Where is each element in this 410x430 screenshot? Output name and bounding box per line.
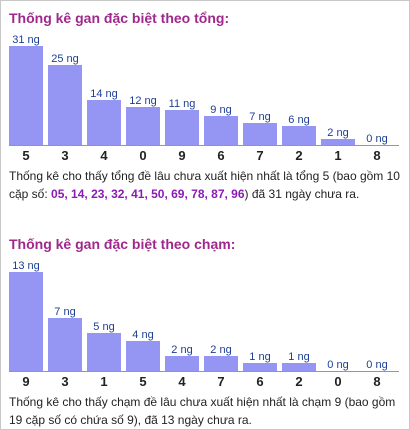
touch-bar bbox=[165, 356, 199, 371]
sum-bar bbox=[165, 110, 199, 145]
sum-bar bbox=[87, 100, 121, 145]
sum-bar bbox=[48, 65, 82, 145]
touch-value-label: 13 ng bbox=[12, 260, 40, 272]
touch-bar bbox=[9, 272, 43, 371]
sum-value-label: 12 ng bbox=[129, 95, 157, 107]
touch-category-label: 3 bbox=[61, 374, 68, 389]
sum-value-label: 0 ng bbox=[366, 133, 387, 145]
sum-value-label: 9 ng bbox=[210, 104, 231, 116]
touch-value-label: 0 ng bbox=[327, 359, 348, 371]
sum-value-label: 2 ng bbox=[327, 127, 348, 139]
touch-category-label: 2 bbox=[295, 374, 302, 389]
sum-value-label: 25 ng bbox=[51, 53, 79, 65]
sum-category-label: 7 bbox=[256, 148, 263, 163]
sum-value-label: 31 ng bbox=[12, 34, 40, 46]
sum-category-label: 1 bbox=[334, 148, 341, 163]
sum-desc-text-start: Thống kê cho thấy tổng đề lâu chưa xuất … bbox=[9, 169, 400, 201]
sum-description: Thống kê cho thấy tổng đề lâu chưa xuất … bbox=[9, 167, 405, 203]
touch-category-label: 9 bbox=[22, 374, 29, 389]
sum-category-label: 4 bbox=[100, 148, 108, 163]
sum-value-label: 14 ng bbox=[90, 88, 118, 100]
sum-bar bbox=[321, 139, 355, 145]
touch-value-label: 2 ng bbox=[171, 344, 192, 356]
sum-pair-numbers: 05, 14, 23, 32, 41, 50, 69, 78, 87, 96 bbox=[51, 187, 245, 201]
sum-value-label: 11 ng bbox=[169, 98, 196, 110]
touch-bar-chart: 13 ng 9 7 ng 3 5 ng 1 4 ng 5 2 ng 4 2 ng 7 1 ng 6 1 ng… bbox=[9, 260, 399, 389]
sum-category-label: 8 bbox=[373, 148, 380, 163]
touch-value-label: 2 ng bbox=[210, 344, 231, 356]
sum-category-label: 6 bbox=[217, 148, 224, 163]
touch-category-label: 4 bbox=[178, 374, 186, 389]
touch-value-label: 1 ng bbox=[288, 351, 309, 363]
touch-description: Thống kê cho thấy chạm đề lâu chưa xuất … bbox=[9, 395, 396, 427]
touch-bar bbox=[282, 363, 316, 371]
sum-bar bbox=[126, 107, 160, 145]
sum-value-label: 6 ng bbox=[288, 114, 309, 126]
touch-value-label: 0 ng bbox=[366, 359, 387, 371]
sum-category-label: 5 bbox=[22, 148, 29, 163]
touch-value-label: 5 ng bbox=[93, 321, 114, 333]
touch-chart-title: Thống kê gan đặc biệt theo chạm: bbox=[9, 236, 236, 252]
sum-value-label: 7 ng bbox=[249, 111, 270, 123]
touch-bar bbox=[243, 363, 277, 371]
touch-value-label: 4 ng bbox=[132, 329, 153, 341]
sum-bar bbox=[204, 116, 238, 145]
touch-category-label: 7 bbox=[217, 374, 224, 389]
sum-category-label: 3 bbox=[61, 148, 68, 163]
sum-chart-title: Thống kê gan đặc biệt theo tổng: bbox=[9, 10, 230, 26]
touch-bar bbox=[204, 356, 238, 371]
sum-bar bbox=[243, 123, 277, 145]
sum-bar bbox=[9, 46, 43, 145]
touch-value-label: 1 ng bbox=[249, 351, 270, 363]
touch-category-label: 8 bbox=[373, 374, 380, 389]
touch-category-label: 5 bbox=[139, 374, 146, 389]
touch-category-label: 1 bbox=[100, 374, 107, 389]
sum-category-label: 0 bbox=[139, 148, 146, 163]
touch-bar bbox=[87, 333, 121, 371]
touch-value-label: 7 ng bbox=[54, 306, 75, 318]
touch-bar bbox=[126, 341, 160, 371]
touch-bar bbox=[48, 318, 82, 371]
sum-bar bbox=[282, 126, 316, 145]
sum-category-label: 9 bbox=[178, 148, 185, 163]
sum-category-label: 2 bbox=[295, 148, 302, 163]
sum-desc-text-end: ) đã 31 ngày chưa ra. bbox=[244, 187, 360, 201]
touch-category-label: 0 bbox=[334, 374, 341, 389]
touch-category-label: 6 bbox=[256, 374, 263, 389]
